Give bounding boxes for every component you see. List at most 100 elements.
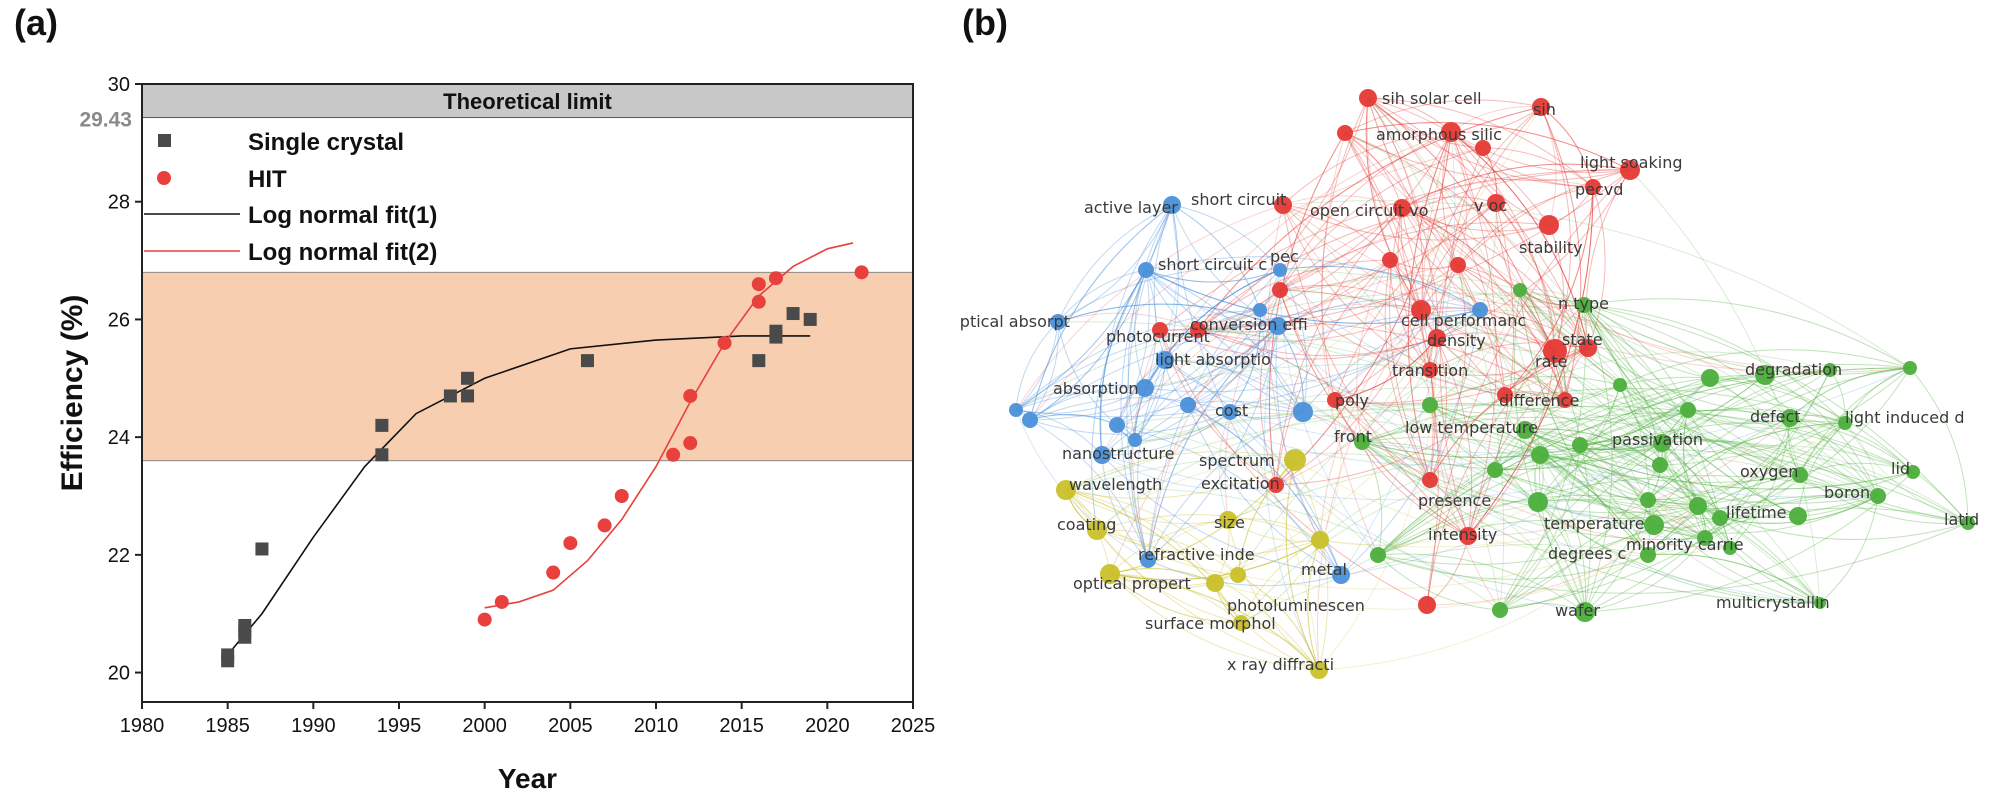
network-edge <box>1377 420 1846 556</box>
network-edge <box>1361 441 1663 470</box>
network-edge <box>1426 169 1631 606</box>
keyword-label: cell performanc <box>1401 311 1526 330</box>
network-edge <box>1229 411 1586 613</box>
legend-label: HIT <box>248 166 287 193</box>
network-edge <box>1057 303 1279 327</box>
network-edge <box>1540 106 1571 352</box>
network-edge <box>1029 269 1147 421</box>
network-edge <box>1134 204 1180 441</box>
network-edge <box>1401 163 1631 209</box>
network-edge <box>1429 375 1621 406</box>
network-edge <box>1377 475 1879 556</box>
network-edge <box>1401 207 1550 232</box>
network-edge <box>1229 400 1541 456</box>
network-edge <box>1361 441 1586 613</box>
network-edge <box>1367 97 1506 396</box>
network-node <box>1781 409 1799 427</box>
x-axis-title: Year <box>498 763 557 792</box>
network-node <box>1293 402 1313 422</box>
network-node <box>1814 597 1826 609</box>
network-edge <box>1844 422 1879 497</box>
network-edge <box>1109 573 1216 589</box>
network-edge <box>1145 269 1304 413</box>
network-node <box>1009 403 1023 417</box>
network-edge <box>1436 337 1721 519</box>
network-edge <box>1361 436 1649 501</box>
network-edge <box>1697 505 1821 604</box>
network-edge <box>1344 132 1766 376</box>
keyword-label: pecvd <box>1575 180 1623 199</box>
network-edge <box>1579 444 1655 526</box>
network-edge <box>1334 350 1556 404</box>
network-edge <box>1159 329 1438 360</box>
network-edge <box>1467 186 1594 537</box>
network-edge <box>1429 337 1447 481</box>
network-node <box>1050 314 1066 330</box>
keyword-label: excitation <box>1201 474 1280 493</box>
network-edge <box>1537 384 1621 503</box>
network-edge <box>1015 204 1173 411</box>
network-edge <box>1187 325 1279 406</box>
network-edge <box>1259 289 1281 486</box>
network-edge <box>1282 204 1469 537</box>
network-node <box>1093 446 1111 464</box>
legend-circle-marker <box>157 171 171 185</box>
network-edge <box>1661 440 1879 497</box>
network-edge <box>1457 186 1594 266</box>
network-edge <box>1147 325 1279 561</box>
hit-point <box>683 436 698 451</box>
keyword-label: oxygen <box>1740 462 1798 481</box>
network-edge <box>1401 207 1556 352</box>
network-edge <box>1401 178 1594 209</box>
network-edge <box>1144 269 1281 389</box>
network-edge <box>1367 97 1550 226</box>
network-edge <box>1197 207 1403 331</box>
network-edge <box>1367 97 1706 539</box>
network-edge <box>1683 409 1699 507</box>
network-edge <box>1494 469 1879 520</box>
x-tick-label: 2020 <box>805 715 850 737</box>
network-edge <box>1096 529 1239 576</box>
network-edge <box>1144 269 1281 389</box>
network-edge <box>1237 459 1296 576</box>
network-edge <box>1109 573 1320 671</box>
keyword-label: photocurrent <box>1106 327 1210 346</box>
network-edge <box>1436 337 1566 401</box>
network-edge <box>1307 539 1321 671</box>
keyword-label: absorption <box>1053 379 1138 398</box>
network-node <box>1422 362 1438 378</box>
network-edge <box>1057 303 1279 327</box>
network-edge <box>1579 408 1846 446</box>
network-edge <box>1467 186 1594 537</box>
network-edge <box>1318 337 1438 671</box>
network-edge <box>1240 622 1320 671</box>
network-edge <box>1147 519 1229 561</box>
network-edge <box>1799 462 1914 476</box>
network-edge <box>1240 544 1649 624</box>
network-edge <box>1237 505 1699 590</box>
network-edge <box>1229 386 1801 476</box>
network-edge <box>1524 429 1914 490</box>
network-edge <box>1659 445 1914 473</box>
single-crystal-point <box>221 648 235 662</box>
network-node <box>1274 196 1292 214</box>
network-edge <box>1504 347 1589 396</box>
x-tick-label: 1985 <box>205 715 250 737</box>
network-node <box>1516 421 1534 439</box>
network-edge <box>1145 269 1481 324</box>
network-edge <box>1065 404 1914 491</box>
network-edge <box>1519 289 1663 444</box>
network-edge <box>1420 169 1631 311</box>
keyword-label: sih solar cell <box>1382 89 1482 108</box>
network-edge <box>1619 384 1706 539</box>
network-edge <box>1227 519 1320 671</box>
network-edge <box>1499 444 1581 611</box>
network-edge <box>1101 454 1342 576</box>
network-edge <box>1015 391 1189 411</box>
network-edge <box>1659 369 1831 466</box>
network-node <box>1230 567 1246 583</box>
network-edge <box>1429 404 1586 613</box>
network-edge <box>1334 399 1469 537</box>
network-edge <box>1279 289 1469 537</box>
network-node <box>1272 282 1288 298</box>
